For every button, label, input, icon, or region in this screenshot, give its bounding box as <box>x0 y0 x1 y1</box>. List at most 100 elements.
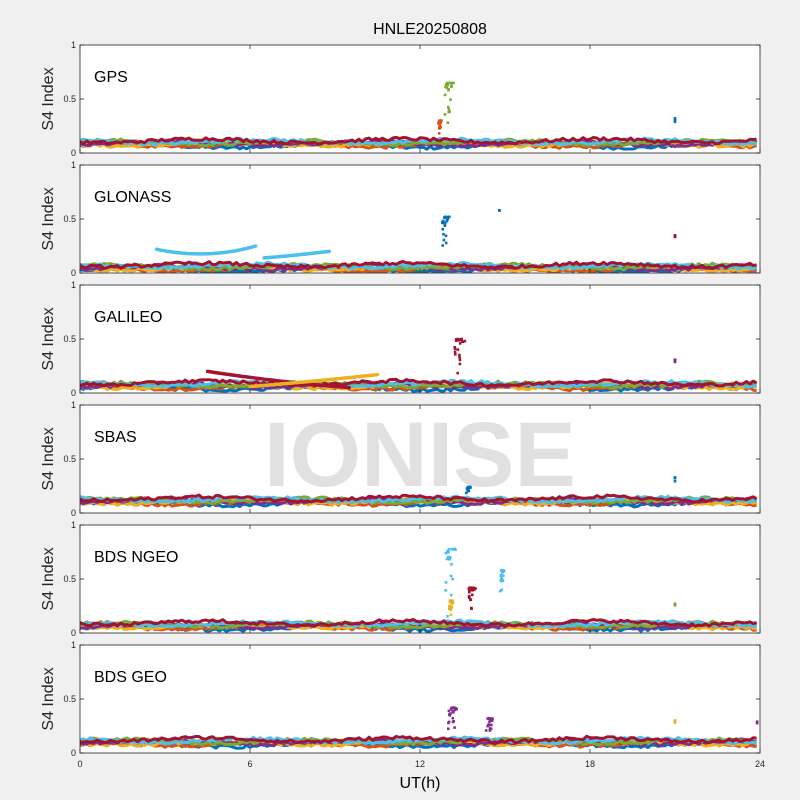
x-tick-label: 12 <box>415 759 425 769</box>
x-tick-label: 6 <box>247 759 252 769</box>
panel-galileo: 0 0.5 1 S4 Index GALILEO <box>40 280 761 398</box>
y-tick-label: 1 <box>71 40 76 50</box>
spike-point <box>442 233 445 236</box>
spike-point <box>453 350 457 354</box>
y-axis-label: S4 Index <box>40 547 57 610</box>
panel-label: GLONASS <box>94 189 171 206</box>
y-tick-label: 1 <box>71 640 76 650</box>
spike-point <box>449 613 453 617</box>
spike-point <box>502 574 505 577</box>
series-line-6 <box>80 377 758 388</box>
series-line-6 <box>80 493 758 504</box>
y-tick-label: 0.5 <box>63 334 76 344</box>
spike-point <box>448 110 451 113</box>
spike-point <box>447 108 451 111</box>
spike-point <box>439 119 443 123</box>
spike-point <box>444 589 448 592</box>
spike-point <box>445 557 449 561</box>
spike-point <box>448 557 452 560</box>
spike-point <box>444 234 448 238</box>
spike-point <box>472 586 476 590</box>
spike-point <box>453 726 456 729</box>
y-tick-label: 0 <box>71 748 76 758</box>
x-tick-label: 18 <box>585 759 595 769</box>
spike-point <box>488 723 492 727</box>
spike-point <box>452 706 456 709</box>
panel-glonass: 0 0.5 1 S4 Index GLONASS <box>40 160 761 278</box>
spike-point <box>454 338 458 341</box>
spike-point <box>673 602 677 606</box>
spike-point <box>458 356 461 359</box>
spike-point <box>451 720 455 724</box>
spike-point <box>441 244 444 247</box>
spike-point <box>445 551 449 554</box>
spike-point <box>447 721 450 725</box>
spike-point <box>673 358 677 362</box>
spike-point <box>468 586 472 589</box>
spike-point <box>467 485 471 489</box>
spike-point <box>438 123 442 126</box>
spike-point <box>447 215 451 219</box>
spike-point <box>446 83 449 87</box>
spike-point <box>453 346 456 349</box>
spike-point <box>443 222 447 225</box>
spike-point <box>446 81 449 85</box>
spike-point <box>458 338 462 341</box>
series-line-6 <box>80 260 757 271</box>
spike-point <box>486 724 489 728</box>
spike-point <box>673 476 677 480</box>
plot-area <box>80 645 760 753</box>
series-line-5 <box>80 735 758 746</box>
spike-point <box>458 353 461 357</box>
y-axis-label: S4 Index <box>40 427 57 490</box>
spike-point <box>450 563 453 566</box>
spike-point <box>448 599 452 602</box>
spike-point <box>437 122 440 125</box>
series-line-6 <box>80 618 758 628</box>
spike-point <box>447 547 451 551</box>
data-series <box>80 337 758 393</box>
spike-point <box>460 337 463 341</box>
y-tick-label: 0.5 <box>63 694 76 704</box>
arc-0 <box>154 244 258 256</box>
spike-point <box>443 93 447 97</box>
spike-point <box>500 579 503 583</box>
chart-title: HNLE20250808 <box>373 21 487 38</box>
spike-point <box>673 234 677 237</box>
spike-point <box>463 339 467 343</box>
y-tick-label: 0 <box>71 148 76 158</box>
y-axis-label: S4 Index <box>40 667 57 730</box>
spike-point <box>446 121 450 124</box>
spike-point <box>445 219 449 222</box>
spike-point <box>442 238 446 242</box>
y-tick-label: 0 <box>71 508 76 518</box>
spike-point <box>500 576 503 580</box>
spike-point <box>441 227 444 231</box>
spike-point <box>488 717 492 721</box>
spike-point <box>450 85 454 88</box>
spike-point <box>466 489 470 493</box>
spike-point <box>500 588 504 592</box>
arc-0 <box>205 369 351 390</box>
spike-point <box>491 717 494 720</box>
spike-point <box>460 340 464 343</box>
spike-point <box>486 717 489 720</box>
spike-point <box>450 548 453 551</box>
arc-1 <box>262 249 332 260</box>
y-tick-label: 0.5 <box>63 574 76 584</box>
y-tick-label: 1 <box>71 400 76 410</box>
spike-point <box>447 709 451 713</box>
series-line-5 <box>80 378 758 389</box>
panel-label: GALILEO <box>94 309 162 326</box>
spike-point <box>449 708 453 711</box>
spike-point <box>465 491 468 495</box>
plot-area <box>80 45 760 153</box>
data-series <box>80 476 758 509</box>
spike-point <box>471 593 474 597</box>
spike-point <box>449 608 453 612</box>
spike-point <box>443 113 447 116</box>
y-tick-label: 0 <box>71 628 76 638</box>
plot-area <box>80 165 760 273</box>
panel-sbas: 0 0.5 1 S4 Index SBAS <box>40 400 761 518</box>
spike-point <box>470 588 473 592</box>
